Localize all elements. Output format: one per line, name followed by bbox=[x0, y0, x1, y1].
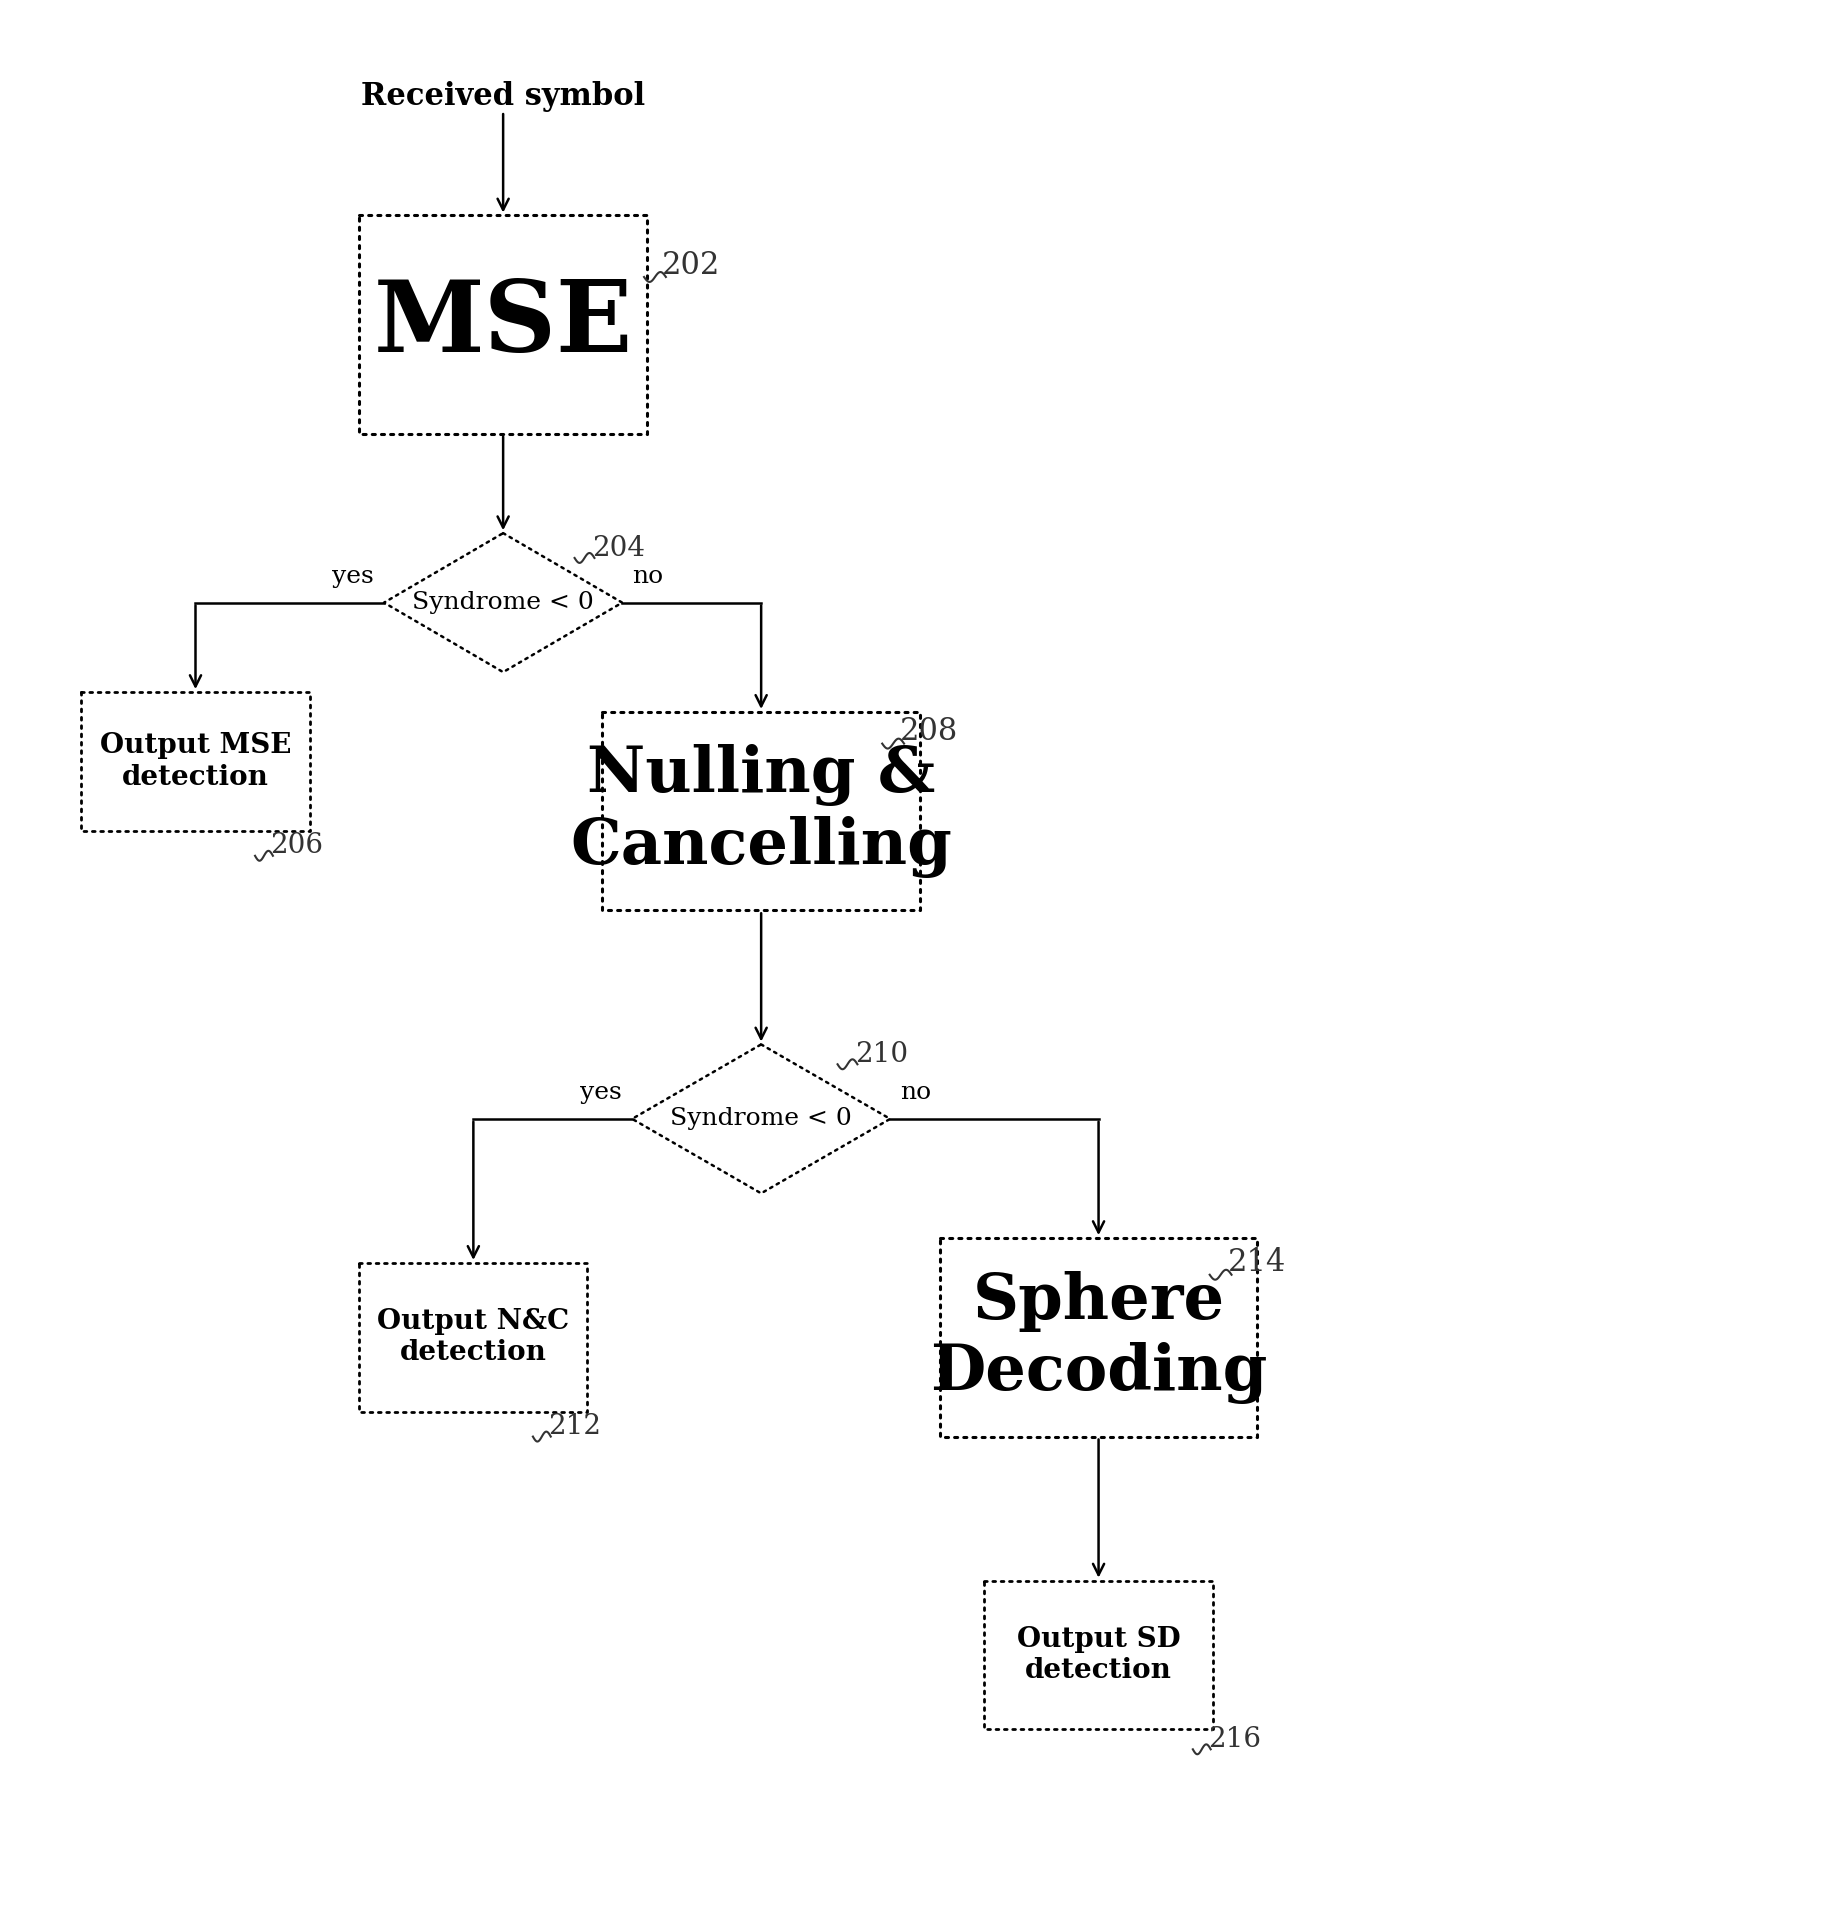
Text: 208: 208 bbox=[900, 716, 958, 747]
Text: yes: yes bbox=[332, 565, 374, 588]
Polygon shape bbox=[82, 693, 310, 831]
Text: no: no bbox=[632, 565, 663, 588]
Polygon shape bbox=[359, 1263, 587, 1412]
Text: 212: 212 bbox=[548, 1414, 601, 1441]
Polygon shape bbox=[359, 216, 647, 434]
Text: Syndrome < 0: Syndrome < 0 bbox=[670, 1107, 853, 1130]
Text: 202: 202 bbox=[661, 249, 720, 280]
Text: yes: yes bbox=[581, 1080, 623, 1103]
Text: no: no bbox=[900, 1080, 931, 1103]
Text: Nulling &
Cancelling: Nulling & Cancelling bbox=[570, 745, 953, 878]
Text: Output SD
detection: Output SD detection bbox=[1017, 1626, 1181, 1684]
Text: 216: 216 bbox=[1208, 1726, 1261, 1753]
Text: Sphere
Decoding: Sphere Decoding bbox=[929, 1271, 1268, 1404]
Text: Output N&C
detection: Output N&C detection bbox=[377, 1308, 570, 1366]
Text: 210: 210 bbox=[855, 1042, 909, 1069]
Text: Syndrome < 0: Syndrome < 0 bbox=[412, 590, 594, 613]
Text: Received symbol: Received symbol bbox=[361, 81, 645, 112]
Text: 206: 206 bbox=[270, 831, 322, 858]
Polygon shape bbox=[384, 532, 623, 671]
Polygon shape bbox=[940, 1238, 1257, 1437]
Text: MSE: MSE bbox=[374, 276, 632, 372]
Text: Output MSE
detection: Output MSE detection bbox=[100, 733, 292, 791]
Text: 204: 204 bbox=[592, 534, 645, 561]
Polygon shape bbox=[632, 1044, 891, 1194]
Polygon shape bbox=[984, 1580, 1213, 1730]
Text: 214: 214 bbox=[1228, 1248, 1286, 1279]
Polygon shape bbox=[603, 712, 920, 910]
